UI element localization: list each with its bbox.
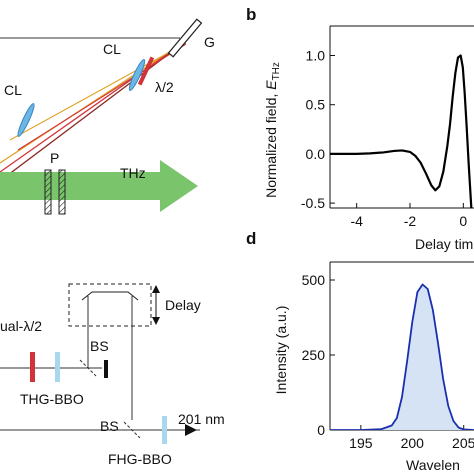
beam-red-2	[17, 43, 187, 151]
chart-b-ylabel: Normalized field, ETHz	[263, 62, 282, 198]
fhg-bbo-crystal	[162, 416, 167, 444]
beam-orange-2	[9, 42, 187, 141]
x-tick-label: 200	[401, 435, 425, 451]
bs-upper-label: BS	[90, 338, 109, 354]
y-tick-label: -0.5	[301, 195, 325, 211]
beam-splitter-lower	[123, 421, 141, 439]
x-tick-label: -2	[404, 213, 417, 229]
delay-stage-box	[68, 283, 152, 327]
thg-bbo-crystal	[55, 352, 60, 382]
grating-label: G	[204, 34, 215, 50]
chart-d-xlabel: Wavelen	[406, 457, 460, 473]
polarizer-2	[58, 169, 66, 215]
chart-d-ylabel: Intensity (a.u.)	[273, 306, 289, 395]
y-tick-label: 500	[302, 272, 326, 288]
bs-lower-label: BS	[100, 418, 119, 434]
series-line	[330, 283, 474, 430]
panel-d-label: d	[246, 229, 256, 248]
thg-bbo-label: THG-BBO	[20, 391, 84, 407]
beam-splitter-upper	[79, 359, 97, 377]
fhg-bbo-label: FHG-BBO	[108, 451, 172, 467]
chart-uv-spectrum: d Intensity (a.u.) Wavelen 0 250 500 195 200…	[246, 229, 474, 473]
cl-top-label: CL	[103, 41, 121, 57]
beam-block	[104, 360, 108, 378]
dual-half-wave-plate	[30, 352, 35, 382]
optical-setup-top: G CL λ/2 CL P THz	[0, 18, 215, 215]
y-tick-label: 1.0	[306, 48, 326, 64]
chart-b-xlabel: Delay tim	[415, 236, 473, 252]
thz-beam-arrow	[0, 160, 198, 212]
x-tick-label: -4	[350, 213, 363, 229]
delay-arrow-down	[152, 317, 160, 325]
beam-red	[0, 40, 187, 173]
series-area	[330, 284, 474, 430]
thz-label: THz	[120, 165, 146, 181]
y-tick-label: 250	[302, 347, 326, 363]
beam-orange	[0, 40, 187, 164]
y-tick-label: 0	[317, 422, 325, 438]
cl-left-label: CL	[4, 82, 22, 98]
x-tick-label: 0	[459, 213, 467, 229]
delay-arrow-up	[152, 285, 160, 293]
y-tick-label: 0.0	[306, 146, 326, 162]
half-wave-plate	[137, 56, 155, 86]
retroreflector	[81, 291, 139, 301]
dual-half-wave-label: ual-λ/2	[0, 318, 42, 334]
optical-setup-bottom: Delay ual-λ/2 THG-BBO BS BS FHG-BBO 201 …	[0, 283, 225, 467]
polarizer-1	[44, 169, 52, 215]
delay-label: Delay	[165, 297, 201, 313]
y-tick-label: 0.5	[306, 97, 326, 113]
series-line	[330, 54, 473, 208]
output-arrow	[185, 424, 197, 436]
polarizer-label: P	[50, 150, 59, 166]
output-wavelength-label: 201 nm	[178, 411, 225, 427]
x-tick-label: 195	[349, 435, 373, 451]
half-wave-label: λ/2	[155, 79, 174, 95]
panel-b-label: b	[246, 5, 256, 24]
grating	[167, 18, 203, 58]
chart-thz-field: b Normalized field, ETHz Delay tim -0.5 0…	[246, 5, 474, 252]
cylindrical-lens-top	[128, 59, 146, 91]
cylindrical-lens-left	[17, 103, 35, 137]
beam-darkred	[0, 40, 187, 182]
x-tick-label: 205	[452, 435, 474, 451]
